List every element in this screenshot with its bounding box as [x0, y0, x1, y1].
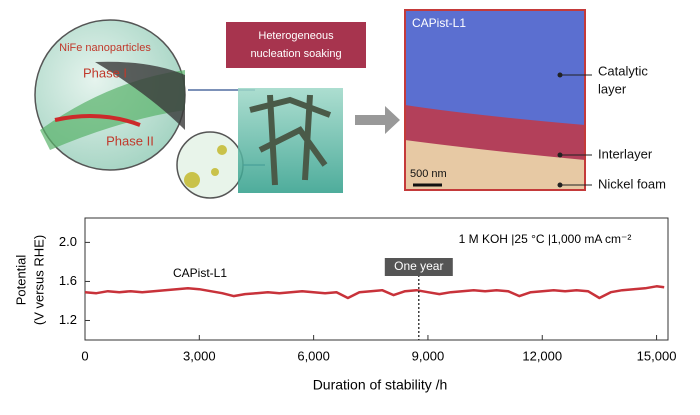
layer-label: layer	[598, 81, 627, 96]
substrate	[95, 61, 185, 130]
phase-i-label: Phase I	[83, 65, 127, 80]
y-axis-label: Potential	[13, 255, 28, 306]
phase-ii-mark	[54, 114, 141, 127]
soaking-box	[226, 22, 366, 68]
sem-image	[404, 9, 586, 191]
small-circle	[176, 131, 244, 199]
soaking-label: Heterogeneous	[258, 30, 334, 42]
sem-label: CAPist-L1	[412, 16, 466, 30]
y-tick-label: 2.0	[59, 234, 77, 249]
x-tick-label: 6,000	[297, 348, 330, 363]
layer-label: Nickel foam	[598, 176, 666, 191]
framework-cube	[238, 88, 343, 193]
layer-label: Catalytic	[598, 63, 648, 78]
nanoparticles-label: NiFe nanoparticles	[59, 42, 151, 54]
phase-ii-label: Phase II	[106, 133, 154, 148]
layer-label: Interlayer	[598, 146, 653, 161]
plot-frame	[84, 217, 669, 341]
foam-region	[405, 140, 585, 190]
particle	[217, 145, 227, 155]
particle	[211, 168, 219, 176]
framework	[249, 94, 332, 186]
x-axis-label: Duration of stability /h	[313, 377, 448, 393]
x-tick-label: 15,000	[637, 348, 677, 363]
sem-frame	[404, 9, 586, 191]
x-tick-label: 0	[81, 348, 88, 363]
y-axis-label: (V versus RHE)	[31, 235, 46, 325]
scale-label: 500 nm	[410, 168, 447, 180]
particle	[184, 172, 200, 188]
one-year-box	[384, 258, 453, 276]
y-tick-label: 1.6	[59, 273, 77, 288]
arrow	[355, 106, 400, 134]
soaking-label: nucleation soaking	[250, 48, 341, 60]
y-tick-label: 1.2	[59, 312, 77, 327]
series-line	[84, 285, 665, 300]
x-tick-label: 9,000	[412, 348, 445, 363]
x-tick-label: 12,000	[522, 348, 562, 363]
one-year-label: One year	[394, 259, 443, 273]
series-label: CAPist-L1	[173, 266, 227, 280]
x-tick-label: 3,000	[183, 348, 216, 363]
conditions: 1 M KOH |25 °C |1,000 mA cm⁻²	[459, 232, 632, 246]
